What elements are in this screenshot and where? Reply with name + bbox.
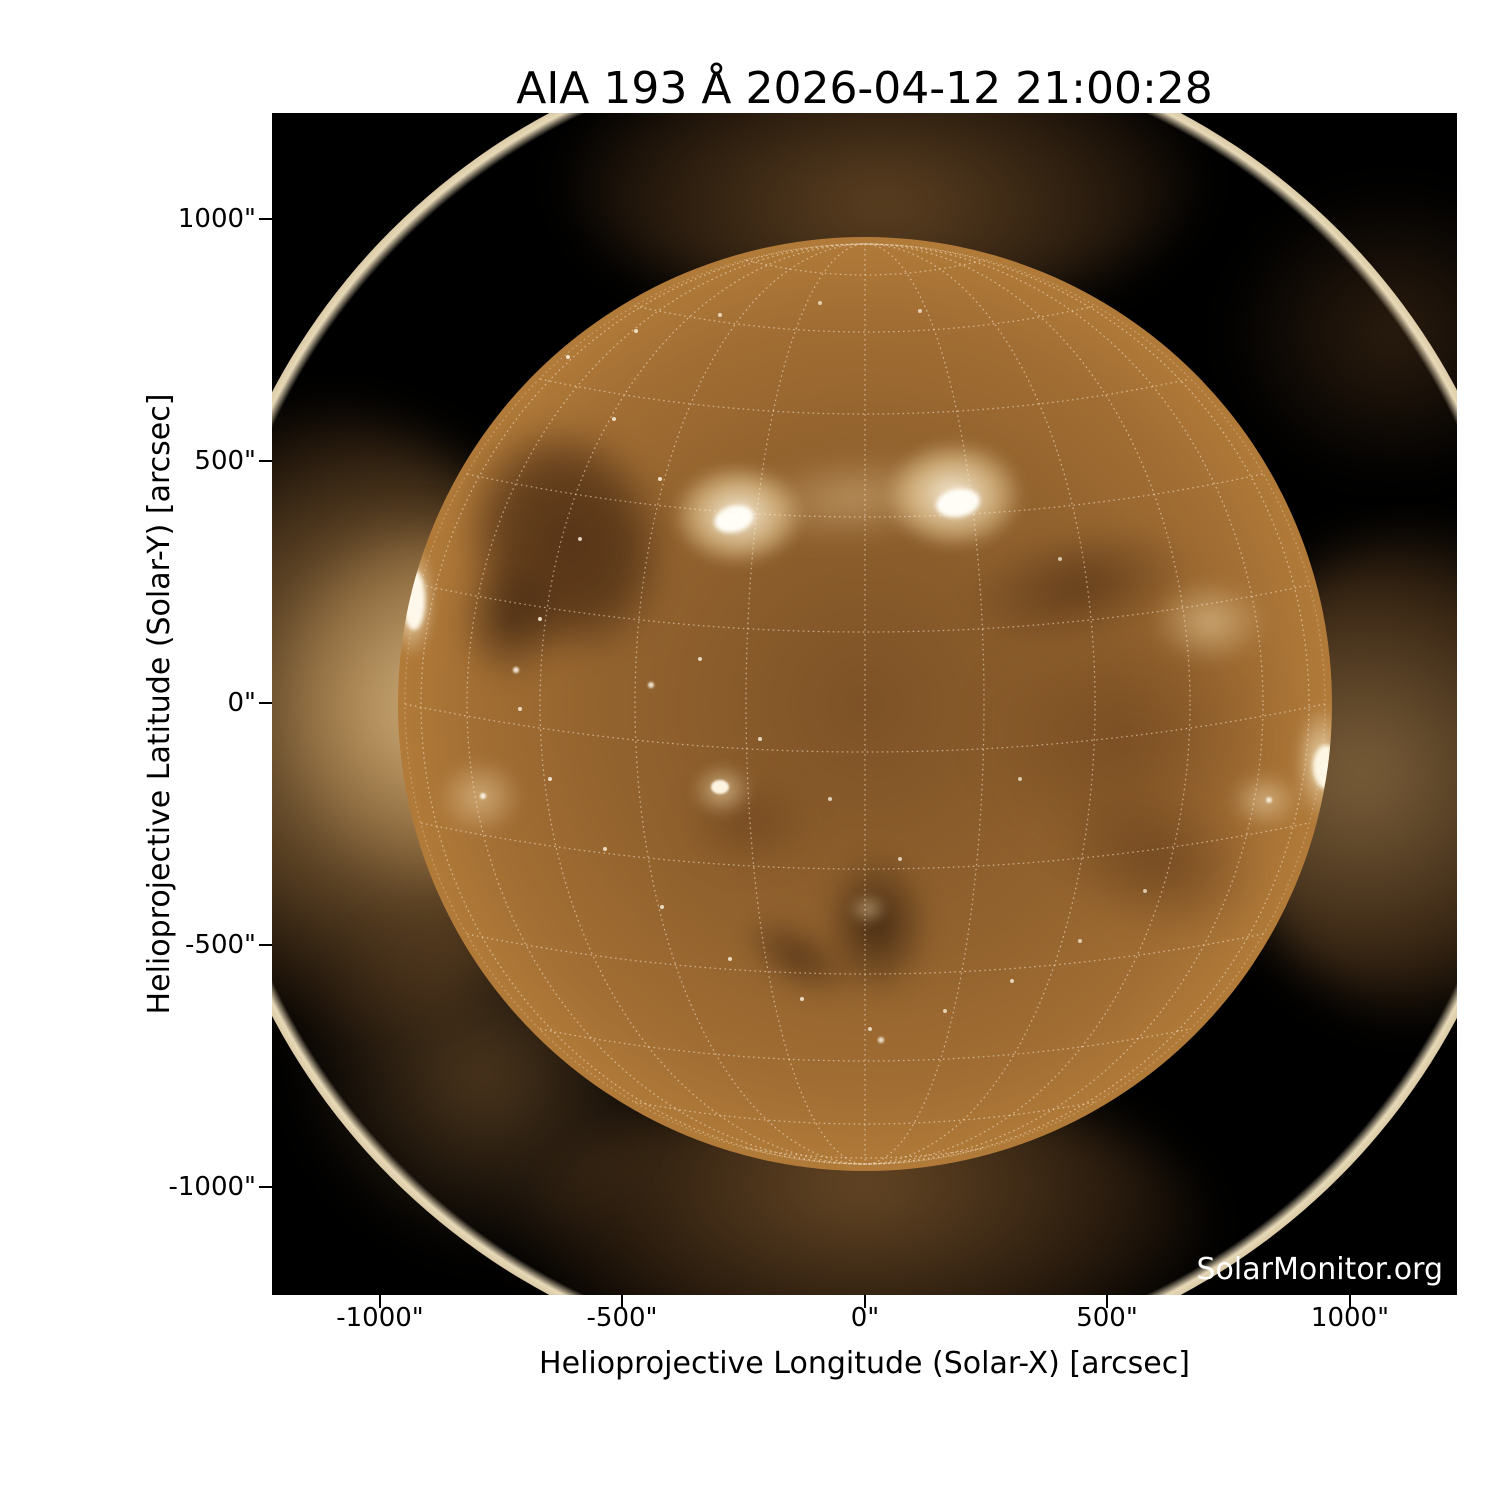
x-tick-mark [621,1295,623,1308]
x-tick-label: -500" [586,1303,658,1333]
x-tick-mark [864,1295,866,1308]
y-tick-label: 500" [194,446,256,476]
bright-region-northwest [1135,567,1285,677]
x-tick-label: 500" [1076,1303,1138,1333]
y-tick-mark [259,1186,272,1188]
x-tick-mark [1106,1295,1108,1308]
bright-patch-west [1220,765,1310,835]
title-angstrom-symbol: Å [701,63,732,114]
west-limb-bright-core [1313,745,1332,789]
x-tick-mark [1349,1295,1351,1308]
x-tick-mark [379,1295,381,1308]
y-tick-label: -1000" [168,1172,256,1202]
y-tick-label: -500" [185,930,256,960]
y-tick-label: 1000" [177,204,256,234]
solar-disk [398,237,1332,1171]
faculae-cluster-east [425,747,535,847]
y-tick-mark [259,460,272,462]
y-tick-mark [259,218,272,220]
title-datetime: 2026-04-12 21:00:28 [731,63,1213,114]
east-limb-bright-core [403,570,425,630]
y-tick-mark [259,702,272,704]
heliographic-grid [404,243,1326,1165]
y-tick-mark [259,944,272,946]
x-axis-label: Helioprojective Longitude (Solar-X) [arc… [539,1346,1190,1381]
solar-image-plot-area: SolarMonitor.org [272,113,1457,1295]
y-tick-label: 0" [227,688,256,718]
x-tick-label: 0" [850,1303,880,1333]
x-tick-label: -1000" [336,1303,424,1333]
title-instrument: AIA 193 [516,63,702,114]
bright-point-south-center [843,889,893,929]
bright-point-center-east-core [711,780,729,794]
watermark: SolarMonitor.org [1196,1252,1443,1287]
plot-title: AIA 193 Å 2026-04-12 21:00:28 [272,64,1457,114]
x-tick-label: 1000" [1310,1303,1390,1333]
coronal-hole-northeast-core [435,535,585,705]
